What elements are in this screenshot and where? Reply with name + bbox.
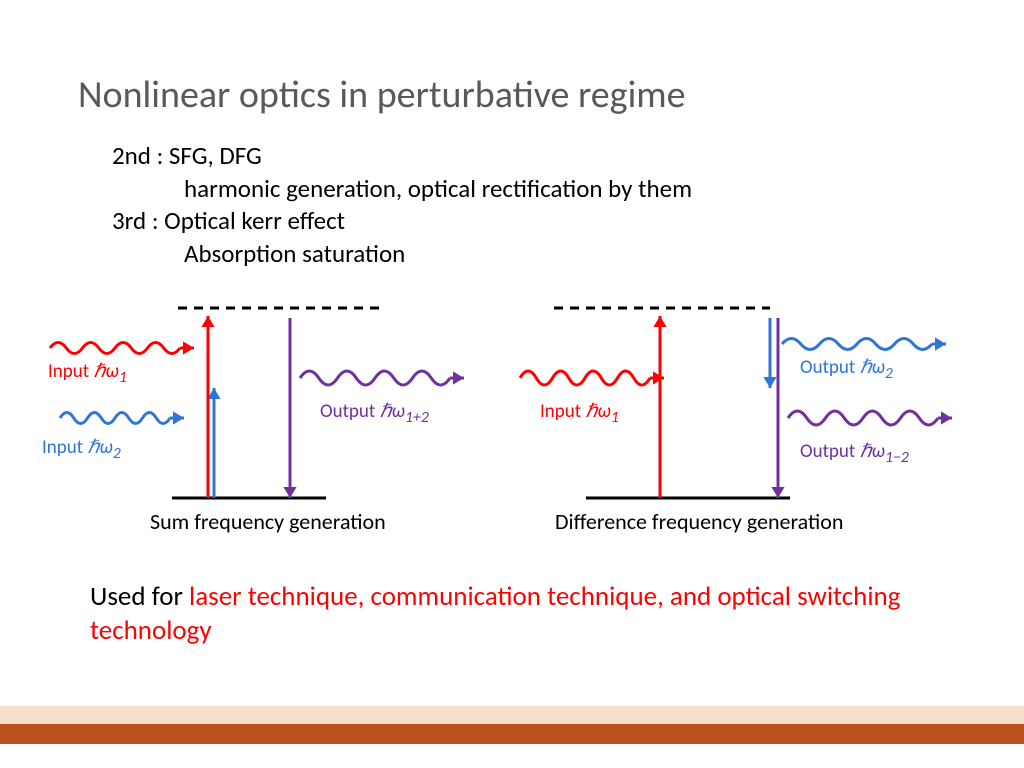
sfg-caption: Sum frequency generation bbox=[150, 508, 386, 535]
footer-lead: Used for bbox=[90, 580, 189, 613]
sfg-input2-label: Input ℏω2 bbox=[42, 436, 121, 463]
footer-bar-light bbox=[0, 706, 1024, 724]
bullet-list: 2nd : SFG, DFG harmonic generation, opti… bbox=[112, 140, 692, 270]
footer-bar-dark bbox=[0, 724, 1024, 744]
sfg-input1-label: Input ℏω1 bbox=[48, 360, 127, 387]
footer-text: Used for laser technique, communication … bbox=[90, 580, 960, 648]
bullet-line: 3rd : Optical kerr effect bbox=[112, 205, 692, 238]
dfg-caption: Difference frequency generation bbox=[555, 508, 843, 535]
bullet-line: Absorption saturation bbox=[112, 238, 692, 271]
dfg-input1-label: Input ℏω1 bbox=[540, 400, 619, 427]
footer-body: laser technique, communication technique… bbox=[90, 580, 900, 647]
slide-title: Nonlinear optics in perturbative regime bbox=[78, 72, 686, 118]
bullet-line: harmonic generation, optical rectificati… bbox=[112, 173, 692, 206]
sfg-output-label: Output ℏω1+2 bbox=[320, 400, 429, 427]
diagram-area: Input ℏω1 Input ℏω2 Output ℏω1+2 Input ℏ… bbox=[0, 288, 1024, 548]
dfg-output-purple-label: Output ℏω1−2 bbox=[800, 440, 909, 467]
bullet-line: 2nd : SFG, DFG bbox=[112, 140, 692, 173]
dfg-output-blue-label: Output ℏω2 bbox=[800, 356, 893, 383]
